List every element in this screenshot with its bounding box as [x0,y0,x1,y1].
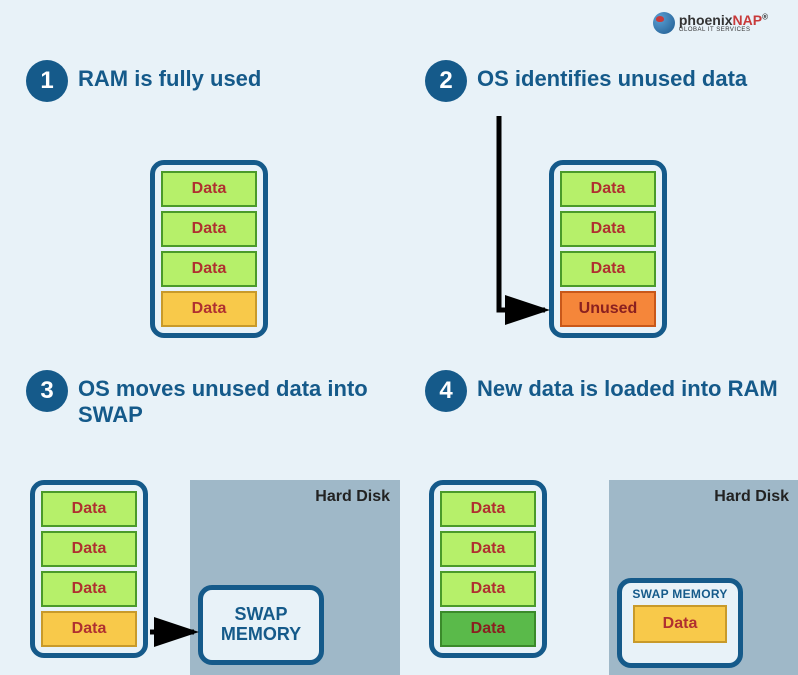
logo-word-2: NAP [733,12,763,28]
ram-module-1: Data Data Data Data [150,160,268,338]
ram-cell: Data [161,171,257,207]
move-arrow [0,370,250,670]
logo-text: phoenixNAP® GLOBAL IT SERVICES [679,13,768,33]
panel-4: 4 New data is loaded into RAM Hard Disk … [399,370,798,670]
step-title-4: New data is loaded into RAM [477,370,778,402]
ram-module-4: Data Data Data Data [429,480,547,658]
globe-icon [653,12,675,34]
identify-arrow [399,60,599,360]
step-title-1: RAM is fully used [78,60,261,92]
panel-2: 2 OS identifies unused data Data Data Da… [399,60,798,360]
logo-subtitle: GLOBAL IT SERVICES [679,27,768,33]
ram-cell: Data [440,491,536,527]
brand-logo: phoenixNAP® GLOBAL IT SERVICES [653,12,768,34]
panel-1-header: 1 RAM is fully used [0,60,399,102]
ram-cell: Data [161,291,257,327]
step-badge-4: 4 [425,370,467,412]
swap-memory-box-4: SWAP MEMORY Data [617,578,743,668]
panel-1: 1 RAM is fully used Data Data Data Data [0,60,399,360]
disk-label: Hard Disk [315,488,390,506]
logo-word-1: phoenix [679,12,733,28]
swap-cell: Data [633,605,727,643]
ram-cell: Data [161,211,257,247]
disk-label: Hard Disk [714,488,789,506]
ram-cell: Data [440,571,536,607]
ram-cell-new: Data [440,611,536,647]
ram-cell: Data [161,251,257,287]
panel-3: 3 OS moves unused data into SWAP Hard Di… [0,370,399,670]
panel-4-header: 4 New data is loaded into RAM [399,370,798,412]
swap-label-title: SWAP MEMORY [632,587,727,601]
step-badge-1: 1 [26,60,68,102]
ram-cell: Data [440,531,536,567]
